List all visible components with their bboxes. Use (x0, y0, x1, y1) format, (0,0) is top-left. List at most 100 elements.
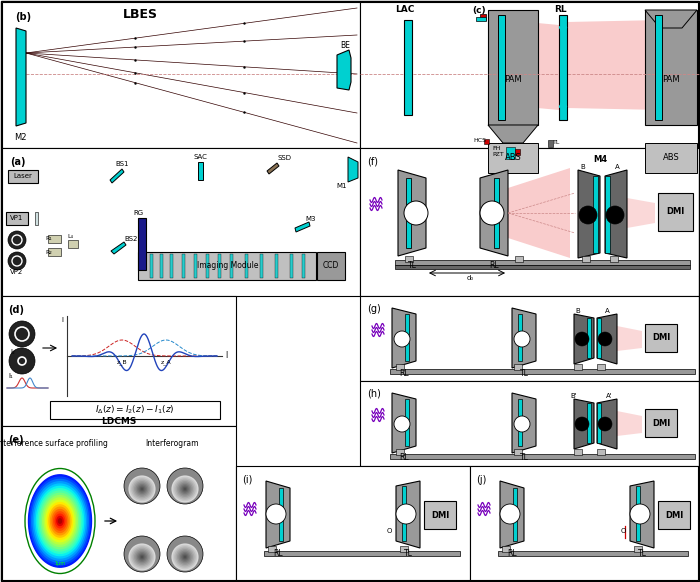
Text: B: B (575, 308, 580, 314)
Circle shape (172, 475, 199, 503)
Circle shape (575, 332, 589, 346)
Bar (645, 143, 697, 173)
Bar (402, 486, 406, 541)
Polygon shape (512, 393, 536, 453)
Text: M3: M3 (306, 216, 316, 222)
Polygon shape (627, 198, 655, 228)
Polygon shape (278, 160, 350, 176)
Bar (574, 364, 582, 370)
Text: PZT: PZT (492, 152, 504, 158)
Text: (g): (g) (367, 304, 381, 314)
Bar (160, 254, 163, 278)
Bar (506, 147, 515, 159)
Bar (138, 218, 146, 270)
Bar (218, 254, 221, 278)
Polygon shape (41, 494, 79, 549)
Bar (514, 364, 522, 370)
Bar (245, 254, 248, 278)
Circle shape (180, 484, 190, 494)
Polygon shape (645, 10, 697, 28)
Text: d₀: d₀ (466, 275, 474, 281)
Text: M4: M4 (593, 155, 607, 165)
Polygon shape (412, 10, 488, 143)
Circle shape (141, 556, 143, 558)
Bar (390, 369, 695, 374)
Bar (395, 260, 690, 265)
Circle shape (128, 475, 155, 503)
Text: l: l (225, 352, 228, 360)
Bar (518, 314, 522, 361)
Polygon shape (392, 393, 416, 453)
Polygon shape (662, 12, 697, 115)
Circle shape (183, 555, 188, 559)
Bar (655, 15, 662, 120)
Text: (f): (f) (367, 157, 378, 167)
Bar (636, 486, 640, 541)
Polygon shape (617, 326, 642, 351)
Circle shape (172, 544, 199, 570)
Bar (360, 2, 698, 148)
Bar (406, 178, 411, 248)
Circle shape (176, 480, 195, 498)
Text: DMI: DMI (652, 333, 670, 342)
Text: BS1: BS1 (116, 161, 129, 167)
Text: PAM: PAM (504, 76, 522, 84)
Bar (515, 256, 523, 262)
Bar (476, 17, 486, 21)
Bar (236, 466, 470, 580)
Text: BS2: BS2 (125, 236, 138, 242)
Text: M2: M2 (14, 133, 27, 143)
Bar (470, 466, 698, 580)
Polygon shape (44, 498, 76, 544)
Polygon shape (505, 20, 559, 110)
Text: I₁: I₁ (8, 373, 13, 379)
Text: LDCMS: LDCMS (102, 417, 136, 425)
Circle shape (598, 332, 612, 346)
Polygon shape (30, 477, 90, 565)
Bar (424, 501, 456, 529)
Text: R₂: R₂ (45, 250, 52, 254)
Bar (48, 235, 61, 243)
Polygon shape (54, 512, 66, 530)
Bar (50, 401, 220, 419)
Bar (404, 20, 412, 115)
Bar (302, 254, 305, 278)
Polygon shape (536, 396, 572, 449)
Text: I₂: I₂ (10, 349, 15, 355)
Circle shape (181, 553, 189, 560)
Text: (d): (d) (8, 305, 24, 315)
Text: DMI: DMI (665, 510, 683, 520)
Polygon shape (57, 516, 63, 526)
Circle shape (124, 536, 160, 572)
Text: B: B (580, 164, 585, 170)
Polygon shape (32, 480, 88, 563)
Text: O: O (386, 528, 392, 534)
Text: (j): (j) (476, 475, 486, 485)
Polygon shape (48, 503, 73, 540)
Circle shape (133, 480, 151, 498)
Bar (597, 318, 601, 358)
Polygon shape (55, 514, 64, 528)
Polygon shape (416, 393, 512, 453)
Circle shape (139, 553, 146, 560)
Circle shape (178, 482, 192, 495)
Polygon shape (426, 176, 480, 250)
Bar (279, 488, 283, 541)
Bar (194, 254, 197, 278)
Text: R₁: R₁ (45, 236, 52, 242)
Polygon shape (488, 125, 538, 143)
Text: z_A: z_A (161, 359, 172, 365)
Polygon shape (111, 181, 119, 246)
Bar (597, 403, 601, 443)
Polygon shape (52, 509, 68, 533)
Bar (170, 254, 173, 278)
Bar (587, 403, 591, 443)
Text: (a): (a) (10, 157, 25, 167)
Polygon shape (38, 163, 108, 183)
Circle shape (606, 206, 624, 224)
Text: A: A (605, 308, 610, 314)
Circle shape (176, 548, 195, 566)
Circle shape (136, 482, 148, 495)
Text: ABS: ABS (663, 154, 680, 162)
Polygon shape (26, 8, 357, 53)
